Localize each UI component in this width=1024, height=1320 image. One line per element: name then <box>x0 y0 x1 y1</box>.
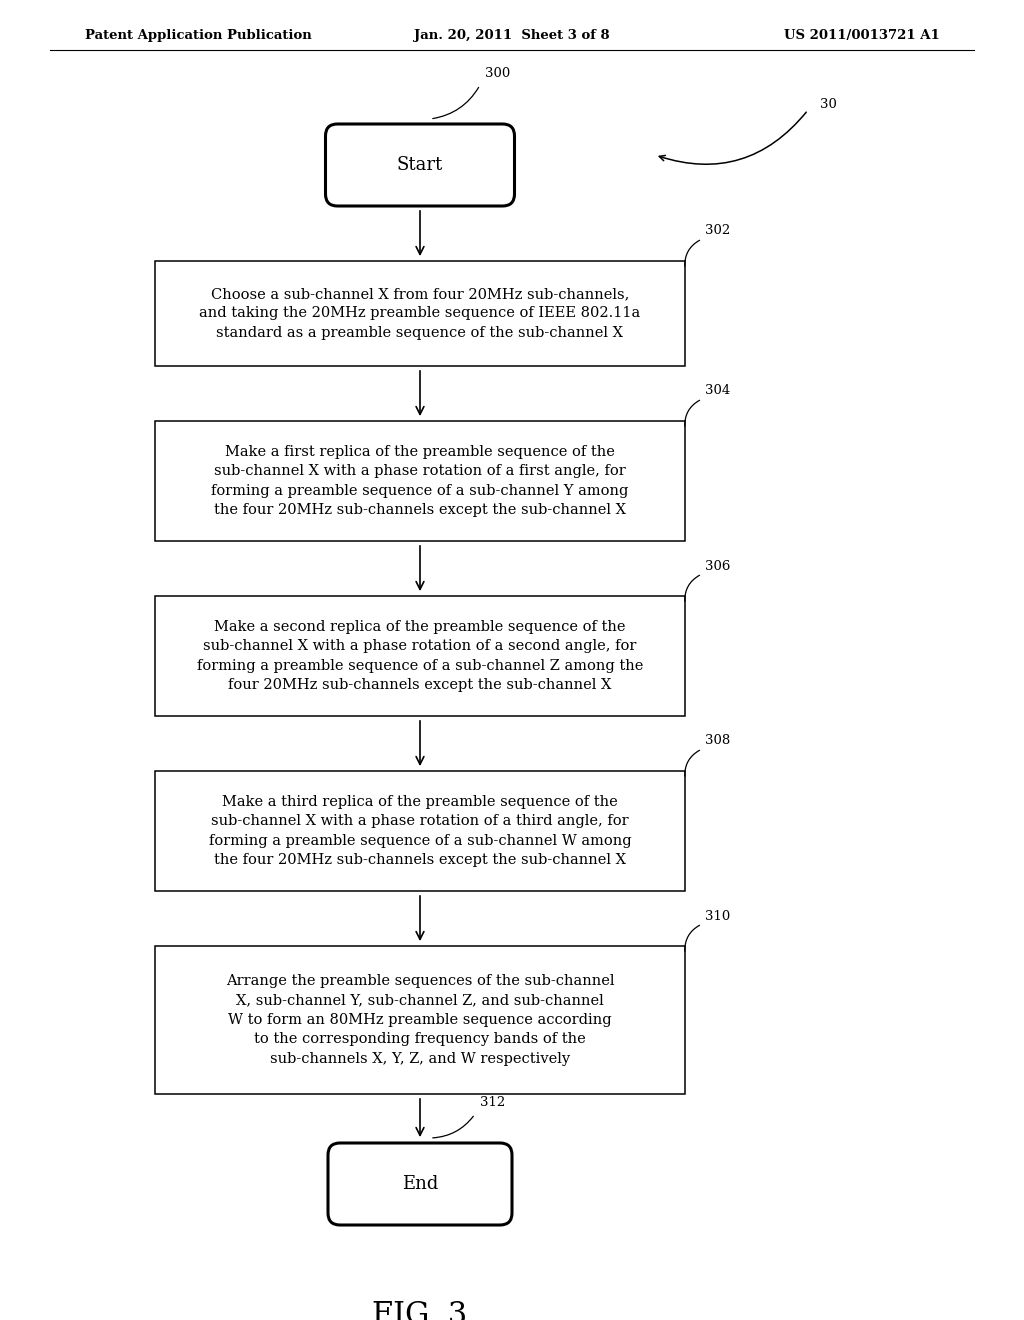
Text: Make a first replica of the preamble sequence of the
sub-channel X with a phase : Make a first replica of the preamble seq… <box>211 445 629 517</box>
FancyBboxPatch shape <box>155 261 685 366</box>
Text: End: End <box>401 1175 438 1193</box>
Text: Patent Application Publication: Patent Application Publication <box>85 29 311 41</box>
Text: US 2011/0013721 A1: US 2011/0013721 A1 <box>784 29 940 41</box>
Text: 306: 306 <box>705 560 730 573</box>
FancyBboxPatch shape <box>155 946 685 1094</box>
FancyBboxPatch shape <box>155 771 685 891</box>
Text: Start: Start <box>397 156 443 174</box>
Text: 310: 310 <box>705 909 730 923</box>
Text: Make a second replica of the preamble sequence of the
sub-channel X with a phase: Make a second replica of the preamble se… <box>197 620 643 692</box>
FancyBboxPatch shape <box>155 597 685 715</box>
Text: 30: 30 <box>820 99 837 111</box>
FancyBboxPatch shape <box>326 124 514 206</box>
Text: Choose a sub-channel X from four 20MHz sub-channels,
and taking the 20MHz preamb: Choose a sub-channel X from four 20MHz s… <box>200 286 641 341</box>
Text: Arrange the preamble sequences of the sub-channel
X, sub-channel Y, sub-channel : Arrange the preamble sequences of the su… <box>225 974 614 1067</box>
Text: 304: 304 <box>705 384 730 397</box>
Text: FIG. 3: FIG. 3 <box>373 1299 468 1320</box>
FancyBboxPatch shape <box>328 1143 512 1225</box>
Text: 312: 312 <box>480 1096 505 1109</box>
FancyBboxPatch shape <box>155 421 685 541</box>
Text: 302: 302 <box>705 224 730 238</box>
Text: 300: 300 <box>485 67 510 81</box>
Text: 308: 308 <box>705 734 730 747</box>
Text: Jan. 20, 2011  Sheet 3 of 8: Jan. 20, 2011 Sheet 3 of 8 <box>414 29 610 41</box>
Text: Make a third replica of the preamble sequence of the
sub-channel X with a phase : Make a third replica of the preamble seq… <box>209 795 632 867</box>
